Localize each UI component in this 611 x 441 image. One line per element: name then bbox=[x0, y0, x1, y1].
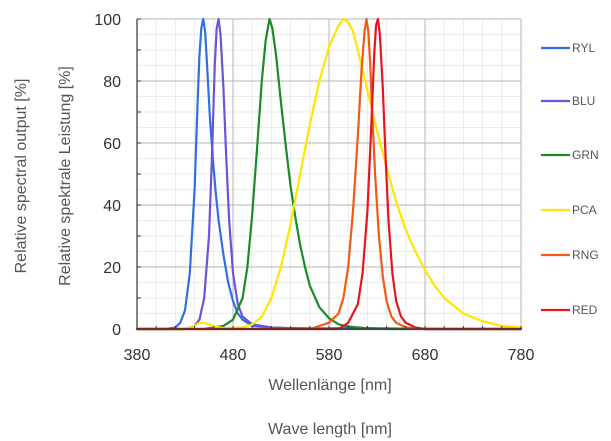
x-axis-label-english: Wave length [nm] bbox=[268, 421, 392, 438]
legend-label: RYL bbox=[572, 41, 595, 55]
legend-item-grn: GRN bbox=[541, 148, 599, 162]
x-tick-label: 780 bbox=[508, 347, 535, 364]
x-tick-label: 380 bbox=[124, 347, 151, 364]
legend-item-red: RED bbox=[541, 303, 598, 317]
legend-label: RNG bbox=[572, 248, 599, 262]
legend-label: PCA bbox=[572, 203, 597, 217]
y-tick-label: 60 bbox=[103, 136, 121, 153]
legend-label: RED bbox=[572, 303, 598, 317]
legend-label: GRN bbox=[572, 148, 599, 162]
legend: RYL BLU GRN PCA RNG RED bbox=[541, 41, 599, 317]
y-tick-label: 0 bbox=[112, 322, 121, 339]
series-line-red bbox=[135, 17, 523, 331]
y-tick-label: 20 bbox=[103, 260, 121, 277]
y-axis-label-english: Relative spectral output [%] bbox=[13, 79, 30, 274]
y-tick-label: 80 bbox=[103, 74, 121, 91]
y-tick-label: 100 bbox=[94, 12, 121, 29]
legend-item-ryl: RYL bbox=[541, 41, 595, 55]
series-line-rng bbox=[135, 17, 523, 331]
legend-item-blu: BLU bbox=[541, 94, 595, 108]
y-tick-label: 40 bbox=[103, 198, 121, 215]
x-tick-label: 580 bbox=[316, 347, 343, 364]
tick-labels: 380 480 580 680 780 0 20 40 60 80 100 bbox=[94, 12, 534, 364]
legend-item-pca: PCA bbox=[541, 203, 597, 217]
x-axis-label: Wellenlänge [nm] bbox=[268, 377, 391, 394]
legend-item-rng: RNG bbox=[541, 248, 599, 262]
y-axis-label: Relative spektrale Leistung [%] bbox=[57, 66, 74, 286]
plot-frame bbox=[136, 18, 522, 330]
series-line-pca bbox=[135, 17, 523, 331]
legend-label: BLU bbox=[572, 94, 595, 108]
x-tick-label: 680 bbox=[412, 347, 439, 364]
x-tick-label: 480 bbox=[220, 347, 247, 364]
